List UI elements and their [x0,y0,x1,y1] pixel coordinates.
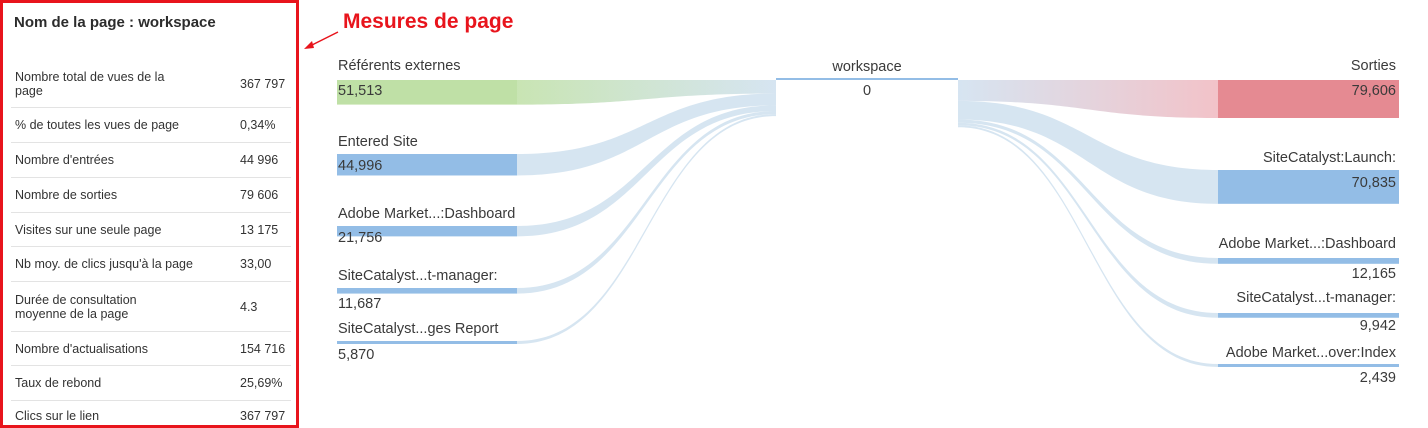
center-node-bar[interactable] [776,78,958,80]
metric-label: Nombre de sorties [15,188,118,202]
entry-node-value: 5,870 [338,347,375,363]
exit-flow-link [958,122,1218,318]
annotation-label: Mesures de page [343,10,514,33]
metric-value: 44 996 [240,153,279,167]
metric-label: Nombre d'entrées [15,153,114,167]
metric-value: 367 797 [240,77,286,91]
entry-node-value: 44,996 [338,158,383,174]
entry-node-bar[interactable] [337,154,517,176]
metric-value: 367 797 [240,409,286,423]
entry-node-label: SiteCatalyst...t-manager: [338,268,498,284]
exit-node-value: 2,439 [1359,370,1396,386]
metric-row: Nombre total de vues de la page 367 797 [11,61,291,107]
metric-row: Nombre d'entrées 44 996 [11,142,291,177]
metric-row: Nombre de sorties 79 606 [11,177,291,212]
metric-label: Nb moy. de clics jusqu'à la page [15,257,193,271]
metric-label: Visites sur une seule page [15,222,162,237]
exit-node-bar[interactable] [1218,258,1399,264]
metric-row: Visites sur une seule page 13 175 [11,212,291,246]
entry-node-label: Référents externes [338,58,461,74]
exit-node-value: 12,165 [1351,265,1396,282]
page-metrics-panel: Nom de la page : workspace Nombre total … [0,0,299,428]
entry-node-label: Adobe Market...:Dashboard [338,206,516,222]
metric-value: 4.3 [240,299,258,314]
entry-node-label: SiteCatalyst...ges Report [338,321,499,337]
exit-node-bar[interactable] [1218,364,1399,367]
entry-node-label: Entered Site [338,134,418,150]
exit-flow-link [958,100,1218,204]
exit-node-value: 70,835 [1351,175,1396,191]
metric-row: Durée de consultation moyenne de la page… [11,281,291,331]
entry-node-value: 21,756 [338,230,383,246]
metric-value: 13 175 [240,222,279,237]
entry-flow-link [517,80,776,105]
center-node-label: workspace [832,59,902,75]
entry-node-bar[interactable] [337,80,517,105]
exit-node-label: SiteCatalyst:Launch: [1263,150,1396,166]
exit-flow-link [958,119,1218,264]
metric-row: Nb moy. de clics jusqu'à la page 33,00 [11,246,291,281]
metric-row: Nombre d'actualisations 154 716 [11,331,291,365]
exit-flow-link [958,80,1218,118]
metric-value: 33,00 [240,257,272,271]
annotation-arrow-icon [304,31,339,49]
metric-value: 154 716 [240,341,286,356]
exit-flow-link [958,125,1218,368]
entry-flow-link [517,114,776,345]
center-node-value: 0 [862,83,872,99]
exit-node-bar[interactable] [1218,80,1399,118]
entry-node-value: 11,687 [338,295,382,312]
entry-node-bar[interactable] [337,226,517,237]
entry-flow-link [517,93,776,176]
metric-label: % de toutes les vues de page [15,118,180,132]
metric-label: Nombre d'actualisations [15,341,149,356]
exit-node-label: Adobe Market...over:Index [1225,345,1396,361]
metric-label: Durée de consultation moyenne de la page [15,292,137,321]
metric-label: Clics sur le lien [15,409,100,423]
metric-value: 25,69% [240,376,283,390]
entry-flow-link [517,111,776,294]
panel-title: Nom de la page : workspace [14,14,216,31]
entry-node-bar[interactable] [337,288,517,294]
metric-row: % de toutes les vues de page 0,34% [11,107,291,142]
exit-node-bar[interactable] [1218,170,1399,204]
metric-label: Taux de rebond [15,376,102,390]
exit-node-value: 9,942 [1359,317,1396,334]
exit-node-label: Adobe Market...:Dashboard [1218,236,1396,252]
entry-node-value: 51,513 [338,83,383,99]
exit-node-value: 79,606 [1351,83,1396,99]
exit-node-label: SiteCatalyst...t-manager: [1236,290,1396,306]
metric-row: Clics sur le lien 367 797 [11,400,291,428]
entry-node-bar[interactable] [337,341,517,344]
metric-label: Nombre total de vues de la page [15,70,165,98]
metric-value: 0,34% [240,118,276,132]
metric-value: 79 606 [240,188,279,202]
exit-node-bar[interactable] [1218,313,1399,318]
entry-flow-link [517,105,776,237]
exit-node-label: Sorties [1350,58,1396,74]
metric-row: Taux de rebond 25,69% [11,365,291,400]
